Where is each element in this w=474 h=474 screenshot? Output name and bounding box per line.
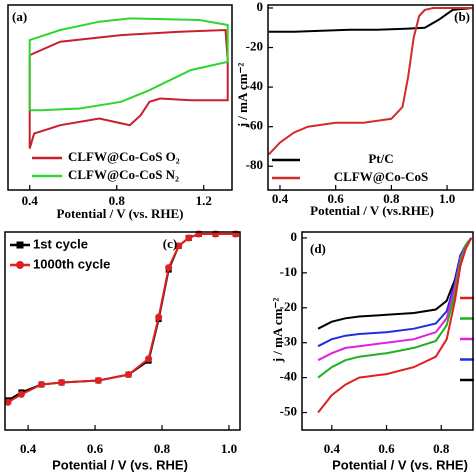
y-tick-label: 0 xyxy=(291,229,298,244)
marker xyxy=(185,234,193,242)
legend-marker xyxy=(16,261,24,269)
x-tick-label: 0.6 xyxy=(328,191,345,206)
data-line xyxy=(317,237,473,379)
data-line xyxy=(28,17,229,112)
y-tick-label: 0 xyxy=(257,0,264,14)
y-tick-label: -20 xyxy=(246,39,263,54)
marker xyxy=(165,264,173,272)
y-tick-label: -40 xyxy=(280,369,297,384)
x-axis-label: Potential / V (vs. RHE) xyxy=(52,457,188,472)
y-tick-label: -60 xyxy=(246,118,263,133)
frame xyxy=(301,231,474,431)
panel-label: (b) xyxy=(454,9,470,24)
frame xyxy=(267,4,474,191)
x-tick-label: 0.6 xyxy=(378,441,395,456)
x-tick-label: 0.4 xyxy=(22,193,39,208)
y-tick-label: -10 xyxy=(280,264,297,279)
legend-label: CLFW@Co-CoS xyxy=(334,169,428,184)
marker xyxy=(125,371,133,379)
panel-label: (a) xyxy=(12,9,27,24)
x-axis-label: Potential / V (vs.RHE) xyxy=(310,203,434,218)
data-line xyxy=(268,7,473,33)
y-tick-label: -50 xyxy=(280,404,297,419)
x-tick-label: 1.0 xyxy=(221,441,237,456)
y-axis-label: j / mA cm⁻² xyxy=(235,63,250,129)
marker xyxy=(155,313,163,321)
marker xyxy=(94,377,102,384)
data-line xyxy=(317,237,473,348)
frame xyxy=(4,231,241,431)
x-tick-label: 0.6 xyxy=(87,441,104,456)
marker xyxy=(145,355,153,363)
y-tick-label: -20 xyxy=(280,299,297,314)
marker xyxy=(37,380,45,388)
x-axis-label: Potential / V (vs. RHE) xyxy=(57,206,184,221)
legend-label: CLFW@Co-CoS N₂ xyxy=(68,167,179,182)
y-tick-label: -30 xyxy=(280,334,297,349)
x-tick-label: 0.4 xyxy=(20,441,37,456)
data-line xyxy=(268,7,473,156)
panel-label: (d) xyxy=(310,241,326,256)
marker xyxy=(175,242,183,250)
legend-marker xyxy=(16,241,24,249)
x-tick-label: 1.2 xyxy=(196,193,212,208)
panel-label: (c) xyxy=(163,236,177,251)
frame xyxy=(7,4,233,191)
legend-label: Pt/C xyxy=(368,151,393,166)
x-tick-label: 0.8 xyxy=(109,193,126,208)
legend-label: 1000th cycle xyxy=(33,256,110,271)
data-line xyxy=(28,28,229,149)
marker xyxy=(58,378,66,386)
y-tick-label: -80 xyxy=(246,157,263,172)
x-tick-label: 0.4 xyxy=(324,441,341,456)
legend-label: CLFW@Co-CoS O₂ xyxy=(68,149,180,164)
x-tick-label: 0.8 xyxy=(383,191,400,206)
marker xyxy=(4,398,12,406)
marker xyxy=(17,390,25,398)
x-tick-label: 0.8 xyxy=(433,441,450,456)
y-axis-label: j / mA cm⁻² xyxy=(270,298,285,364)
y-tick-label: -40 xyxy=(246,78,263,93)
legend-label: 1st cycle xyxy=(33,236,88,251)
data-line xyxy=(317,237,473,414)
x-tick-label: 0.8 xyxy=(154,441,171,456)
x-axis-label: Potential / V (vs. RHE) xyxy=(332,457,468,472)
x-tick-label: 0.4 xyxy=(272,191,289,206)
x-tick-label: 1.0 xyxy=(439,191,455,206)
